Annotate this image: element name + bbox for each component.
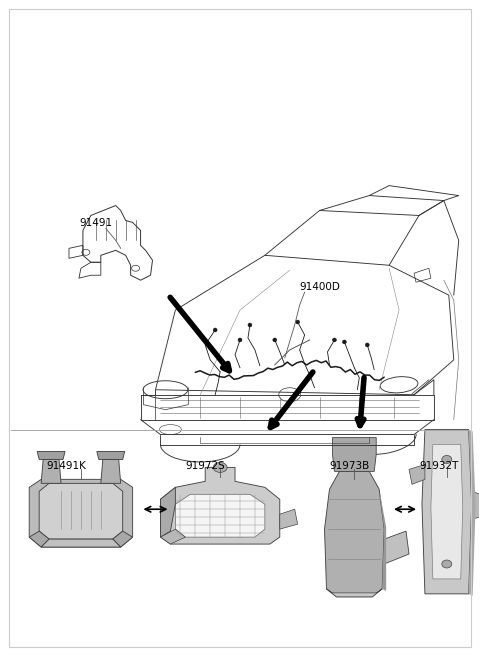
Polygon shape [97,451,125,459]
Polygon shape [333,438,376,472]
Ellipse shape [333,338,336,342]
Ellipse shape [248,323,252,327]
Polygon shape [326,589,382,597]
Polygon shape [160,529,185,544]
Ellipse shape [296,320,300,324]
Polygon shape [101,459,120,483]
Ellipse shape [238,338,242,342]
Polygon shape [324,472,384,597]
Text: 91491: 91491 [79,218,112,228]
Polygon shape [160,487,175,537]
Polygon shape [29,531,49,547]
Polygon shape [160,468,280,544]
Polygon shape [384,531,409,564]
Ellipse shape [365,343,369,347]
Text: 91491K: 91491K [46,461,86,472]
Ellipse shape [273,338,277,342]
Ellipse shape [213,328,217,332]
Polygon shape [280,509,298,529]
Polygon shape [113,531,132,547]
Polygon shape [41,539,120,547]
Polygon shape [468,430,476,596]
Polygon shape [409,464,425,484]
Polygon shape [29,480,132,547]
Polygon shape [37,451,65,459]
Ellipse shape [442,560,452,568]
Text: 91972S: 91972S [185,461,225,472]
Polygon shape [431,445,463,579]
Polygon shape [376,480,386,591]
Polygon shape [41,459,61,483]
Ellipse shape [342,340,347,344]
Ellipse shape [213,462,227,472]
Text: 91973B: 91973B [329,461,370,472]
Text: 91932T: 91932T [419,461,458,472]
Polygon shape [422,430,472,594]
Polygon shape [175,494,265,537]
Polygon shape [39,483,123,539]
Polygon shape [472,491,480,519]
Text: 91400D: 91400D [300,282,340,292]
Ellipse shape [442,455,452,463]
